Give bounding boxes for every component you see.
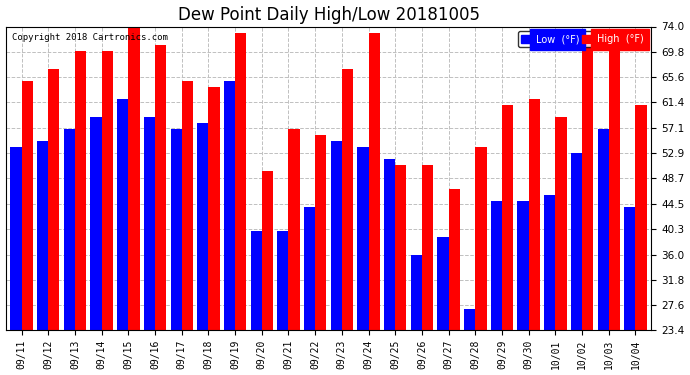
Bar	[368, 33, 380, 330]
Bar	[342, 69, 353, 330]
Bar	[331, 141, 342, 330]
Bar	[437, 237, 448, 330]
Bar	[75, 51, 86, 330]
Bar	[598, 129, 609, 330]
Bar	[21, 81, 33, 330]
Bar	[464, 309, 475, 330]
Bar	[518, 201, 529, 330]
Bar	[235, 33, 246, 330]
Bar	[571, 153, 582, 330]
Bar	[208, 87, 219, 330]
Bar	[475, 147, 486, 330]
Text: Copyright 2018 Cartronics.com: Copyright 2018 Cartronics.com	[12, 33, 168, 42]
Bar	[502, 105, 513, 330]
Bar	[357, 147, 368, 330]
Bar	[582, 45, 593, 330]
Bar	[224, 81, 235, 330]
Bar	[448, 189, 460, 330]
Bar	[63, 129, 75, 330]
Bar	[117, 99, 128, 330]
Bar	[395, 165, 406, 330]
Bar	[422, 165, 433, 330]
Bar	[37, 141, 48, 330]
Bar	[262, 171, 273, 330]
Bar	[529, 99, 540, 330]
Bar	[128, 21, 139, 330]
Bar	[624, 207, 635, 330]
Bar	[544, 195, 555, 330]
Bar	[277, 231, 288, 330]
Bar	[250, 231, 262, 330]
Bar	[411, 255, 422, 330]
Legend: Low  (°F), High  (°F): Low (°F), High (°F)	[518, 32, 647, 47]
Bar	[181, 81, 193, 330]
Bar	[635, 105, 647, 330]
Bar	[144, 117, 155, 330]
Bar	[48, 69, 59, 330]
Bar	[155, 45, 166, 330]
Bar	[555, 117, 566, 330]
Bar	[491, 201, 502, 330]
Bar	[304, 207, 315, 330]
Bar	[288, 129, 299, 330]
Bar	[10, 147, 21, 330]
Bar	[315, 135, 326, 330]
Bar	[384, 159, 395, 330]
Bar	[170, 129, 181, 330]
Bar	[101, 51, 113, 330]
Title: Dew Point Daily High/Low 20181005: Dew Point Daily High/Low 20181005	[177, 6, 480, 24]
Bar	[609, 51, 620, 330]
Bar	[90, 117, 101, 330]
Bar	[197, 123, 208, 330]
